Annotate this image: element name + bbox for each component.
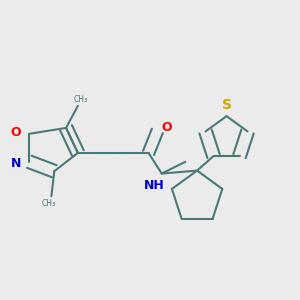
Text: CH₃: CH₃	[74, 95, 88, 104]
Text: NH: NH	[144, 179, 165, 192]
Text: N: N	[11, 157, 21, 170]
Text: O: O	[161, 122, 172, 134]
Text: S: S	[222, 98, 232, 112]
Text: CH₃: CH₃	[41, 199, 56, 208]
Text: O: O	[11, 126, 21, 139]
